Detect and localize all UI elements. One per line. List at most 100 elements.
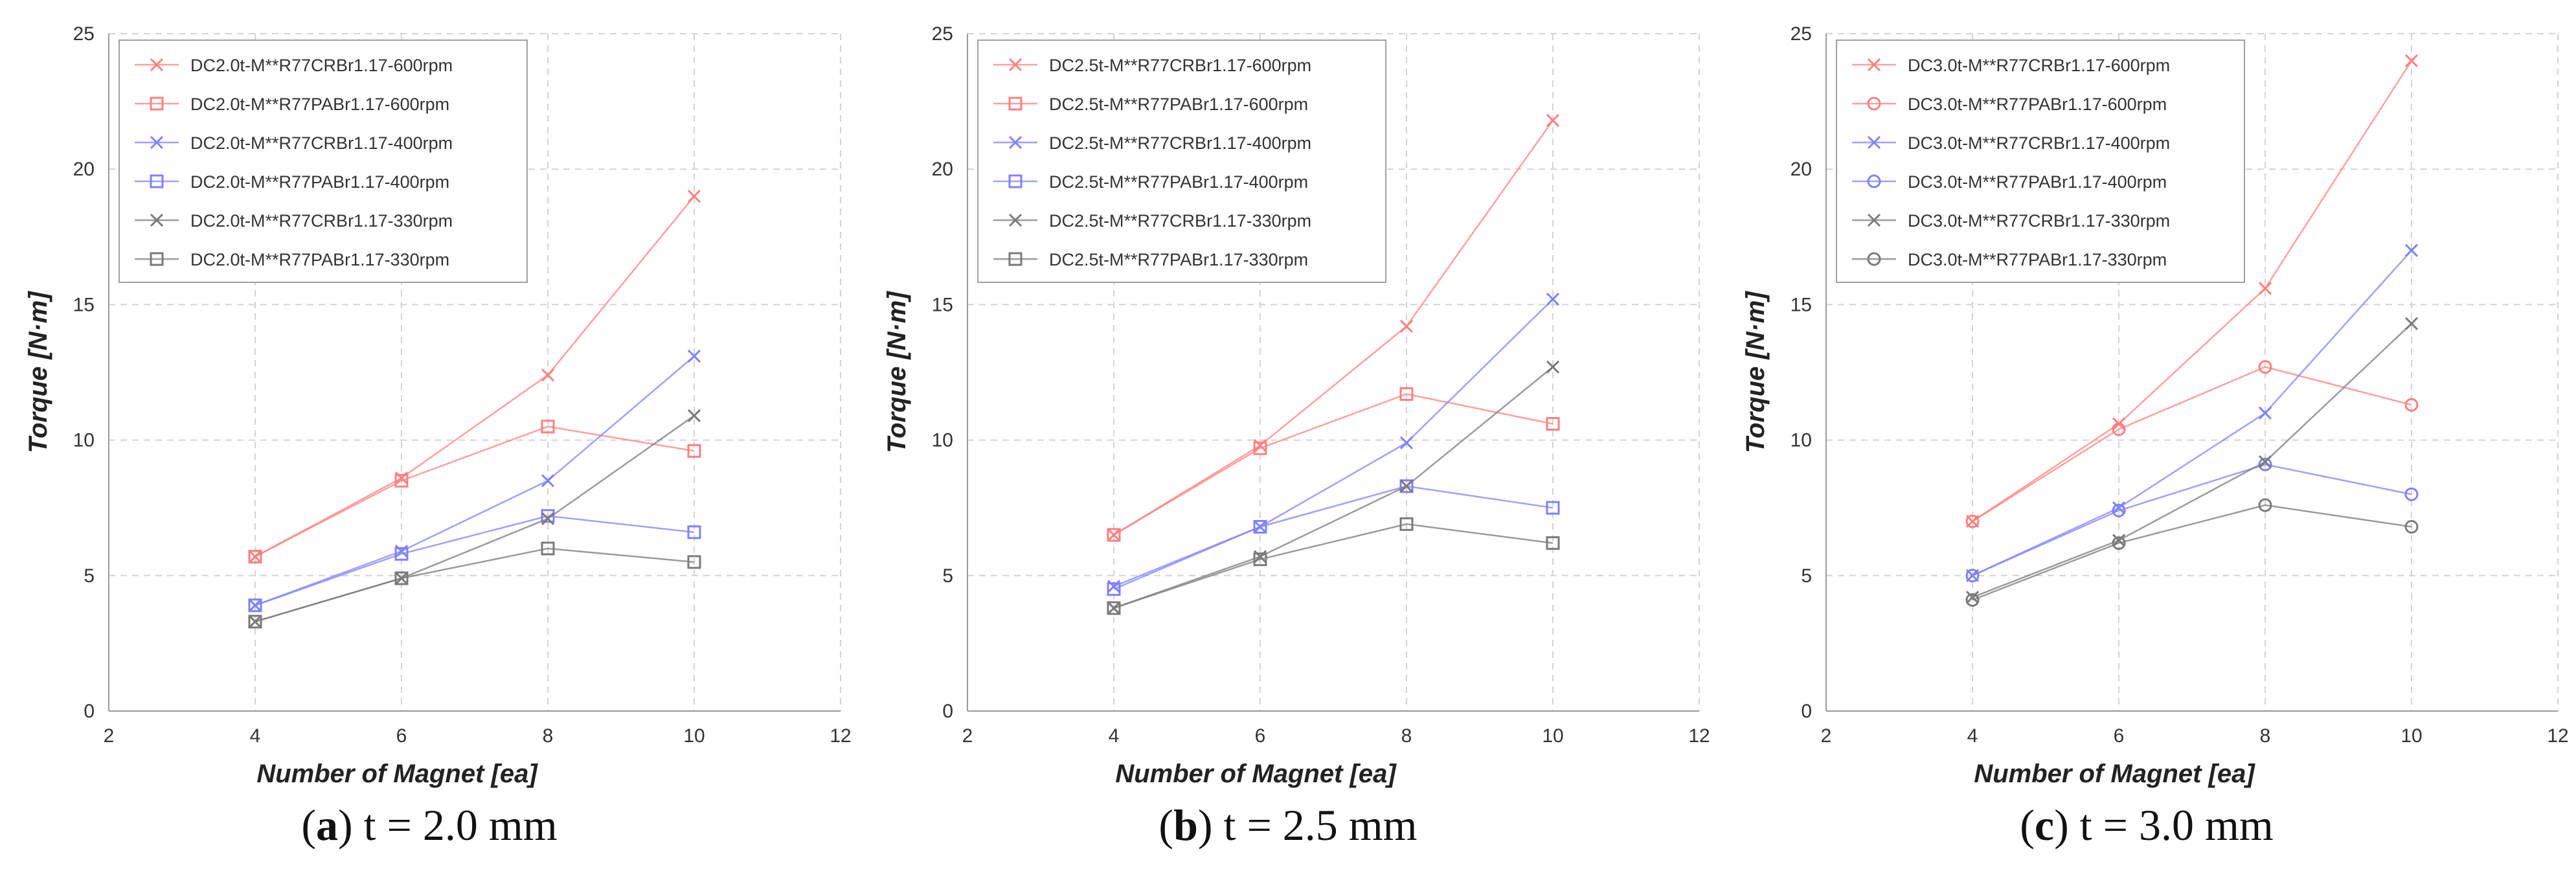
- series-b-2: [1107, 292, 1560, 593]
- data-point-c-0-2: [2258, 282, 2272, 295]
- legend-b: DC2.5t-M**R77CRBr1.17-600rpm DC2.5t-M**R7…: [977, 40, 1386, 283]
- series-line-c-0: [1972, 60, 2413, 523]
- legend-label-c-0: DC3.0t-M**R77CRBr1.17-600rpm: [1908, 56, 2170, 75]
- data-point-c-2-3-stroke-2: [2404, 243, 2419, 257]
- series-line-a-2: [254, 355, 695, 606]
- y-tick-label-a-1: 5: [84, 565, 95, 587]
- x-tick-label-b-5: 12: [1688, 725, 1710, 747]
- series-b-1: [1107, 387, 1560, 542]
- series-c-3: [1965, 457, 2419, 583]
- y-tick-label-b-0: 0: [942, 701, 953, 722]
- data-point-b-2-2: [1399, 436, 1414, 449]
- x-tick-label-b-3: 8: [1401, 725, 1412, 747]
- legend-marker-c-2: [1867, 135, 1881, 150]
- panel-letter-c: c: [2034, 800, 2055, 850]
- data-point-c-1-3: [2404, 398, 2419, 412]
- data-point-b-4-2-stroke-2: [1399, 479, 1414, 493]
- x-tick-label-c-4: 10: [2401, 725, 2422, 747]
- series-line-c-5: [1972, 504, 2412, 601]
- y-axis-label-c: Torque [N·m]: [1741, 291, 1770, 453]
- data-point-c-4-3: [2404, 317, 2419, 330]
- series-line-a-0: [254, 196, 695, 558]
- data-point-b-0-3: [1546, 113, 1560, 127]
- data-point-b-5-0: [1107, 601, 1121, 615]
- data-point-a-2-3: [687, 349, 701, 363]
- x-tick-label-a-0: 2: [104, 725, 115, 747]
- legend-label-b-3: DC2.5t-M**R77PABr1.17-400rpm: [1049, 172, 1308, 192]
- legend-marker-a-1: [150, 96, 164, 111]
- data-point-b-1-2: [1399, 387, 1414, 401]
- data-point-c-0-3-stroke-2: [2404, 54, 2419, 67]
- y-tick-label-b-3: 15: [932, 294, 953, 315]
- data-point-a-0-3-stroke-2: [687, 189, 701, 203]
- legend-marker-b-4: [1008, 213, 1022, 227]
- x-tick-label-c-2: 6: [2114, 725, 2125, 747]
- legend-marker-b-5: [1008, 252, 1022, 266]
- data-point-c-5-3: [2404, 519, 2419, 534]
- series-a-1: [248, 420, 701, 564]
- data-point-a-4-2: [541, 512, 555, 525]
- legend-label-c-3: DC3.0t-M**R77PABr1.17-400rpm: [1908, 172, 2167, 192]
- data-point-b-3-0: [1107, 582, 1121, 596]
- legend-marker-b-2-stroke-2: [1008, 135, 1022, 150]
- series-a-3: [248, 509, 701, 613]
- legend-marker-c-0: [1867, 58, 1881, 72]
- data-point-c-3-3: [2404, 487, 2419, 501]
- series-c-4: [1965, 317, 2419, 604]
- y-tick-label-a-4: 20: [73, 159, 95, 180]
- legend-marker-c-4: [1867, 213, 1881, 227]
- series-line-c-1: [1972, 366, 2412, 523]
- data-point-c-4-0-stroke-2: [1965, 591, 1980, 604]
- data-point-a-5-1: [394, 571, 409, 585]
- data-point-a-2-2-stroke-2: [541, 474, 555, 488]
- series-b-3: [1107, 479, 1560, 596]
- legend-marker-a-0-stroke-2: [150, 58, 164, 72]
- legend-marker-a-4-stroke-2: [150, 213, 164, 227]
- data-point-c-0-2-stroke-2: [2258, 282, 2272, 295]
- x-axis-label-c: Number of Magnet [ea]: [1974, 760, 2255, 788]
- data-point-c-5-1: [2112, 536, 2126, 550]
- series-line-a-5: [254, 547, 695, 623]
- panel-letter-a: a: [315, 800, 338, 850]
- legend-marker-a-0: [150, 58, 164, 72]
- data-point-b-3-3: [1546, 501, 1560, 515]
- panel-caption-b: (b) t = 2.5 mm: [1158, 800, 1418, 850]
- data-point-c-4-0: [1965, 591, 1980, 604]
- y-tick-label-c-1: 5: [1801, 565, 1812, 587]
- legend-marker-c-5: [1867, 252, 1881, 266]
- data-point-a-5-0: [248, 615, 262, 629]
- legend-label-b-1: DC2.5t-M**R77PABr1.17-600rpm: [1049, 95, 1308, 114]
- series-line-c-3: [1972, 463, 2412, 576]
- data-point-a-5-2: [541, 541, 555, 556]
- y-tick-label-b-2: 10: [932, 430, 953, 451]
- x-tick-label-b-4: 10: [1542, 725, 1563, 747]
- legend-label-c-1: DC3.0t-M**R77PABr1.17-600rpm: [1908, 95, 2167, 114]
- data-point-c-1-0: [1965, 514, 1980, 528]
- data-point-a-3-1: [394, 547, 409, 561]
- legend-marker-b-4-stroke-2: [1008, 213, 1022, 227]
- legend-label-a-4: DC2.0t-M**R77CRBr1.17-330rpm: [190, 211, 453, 231]
- legend-box-b: [977, 40, 1386, 283]
- legend-label-a-3: DC2.0t-M**R77PABr1.17-400rpm: [190, 172, 449, 192]
- legend-label-b-4: DC2.5t-M**R77CRBr1.17-330rpm: [1049, 211, 1311, 231]
- y-tick-label-b-1: 5: [942, 565, 953, 587]
- series-b-5: [1107, 517, 1560, 615]
- series-a-2: [248, 349, 701, 612]
- legend-marker-b-2: [1008, 135, 1022, 150]
- data-point-a-0-3: [687, 189, 701, 203]
- data-point-b-4-2: [1399, 479, 1414, 493]
- data-point-c-5-2: [2258, 498, 2272, 512]
- data-point-b-5-2: [1399, 517, 1414, 531]
- y-tick-label-c-0: 0: [1801, 701, 1812, 722]
- data-point-a-3-3: [687, 525, 701, 539]
- data-point-b-2-2-stroke-2: [1399, 436, 1414, 449]
- legend-label-c-5: DC3.0t-M**R77PABr1.17-330rpm: [1908, 250, 2167, 269]
- series-c-5: [1965, 498, 2419, 607]
- x-tick-label-a-3: 8: [543, 725, 554, 747]
- chart-c-svg: 0 5 10 15 20 25 2 4 6 8 10 12 Number of Magnet [ea] T…: [1741, 23, 2569, 788]
- data-point-a-1-3: [687, 444, 701, 458]
- chart-b-svg: 0 5 10 15 20 25 2 4 6 8 10 12 Number of Magnet [ea] T…: [883, 23, 1710, 788]
- legend-label-a-1: DC2.0t-M**R77PABr1.17-600rpm: [190, 95, 449, 114]
- data-point-b-5-3: [1546, 536, 1560, 550]
- legend-marker-a-2-stroke-2: [150, 135, 164, 150]
